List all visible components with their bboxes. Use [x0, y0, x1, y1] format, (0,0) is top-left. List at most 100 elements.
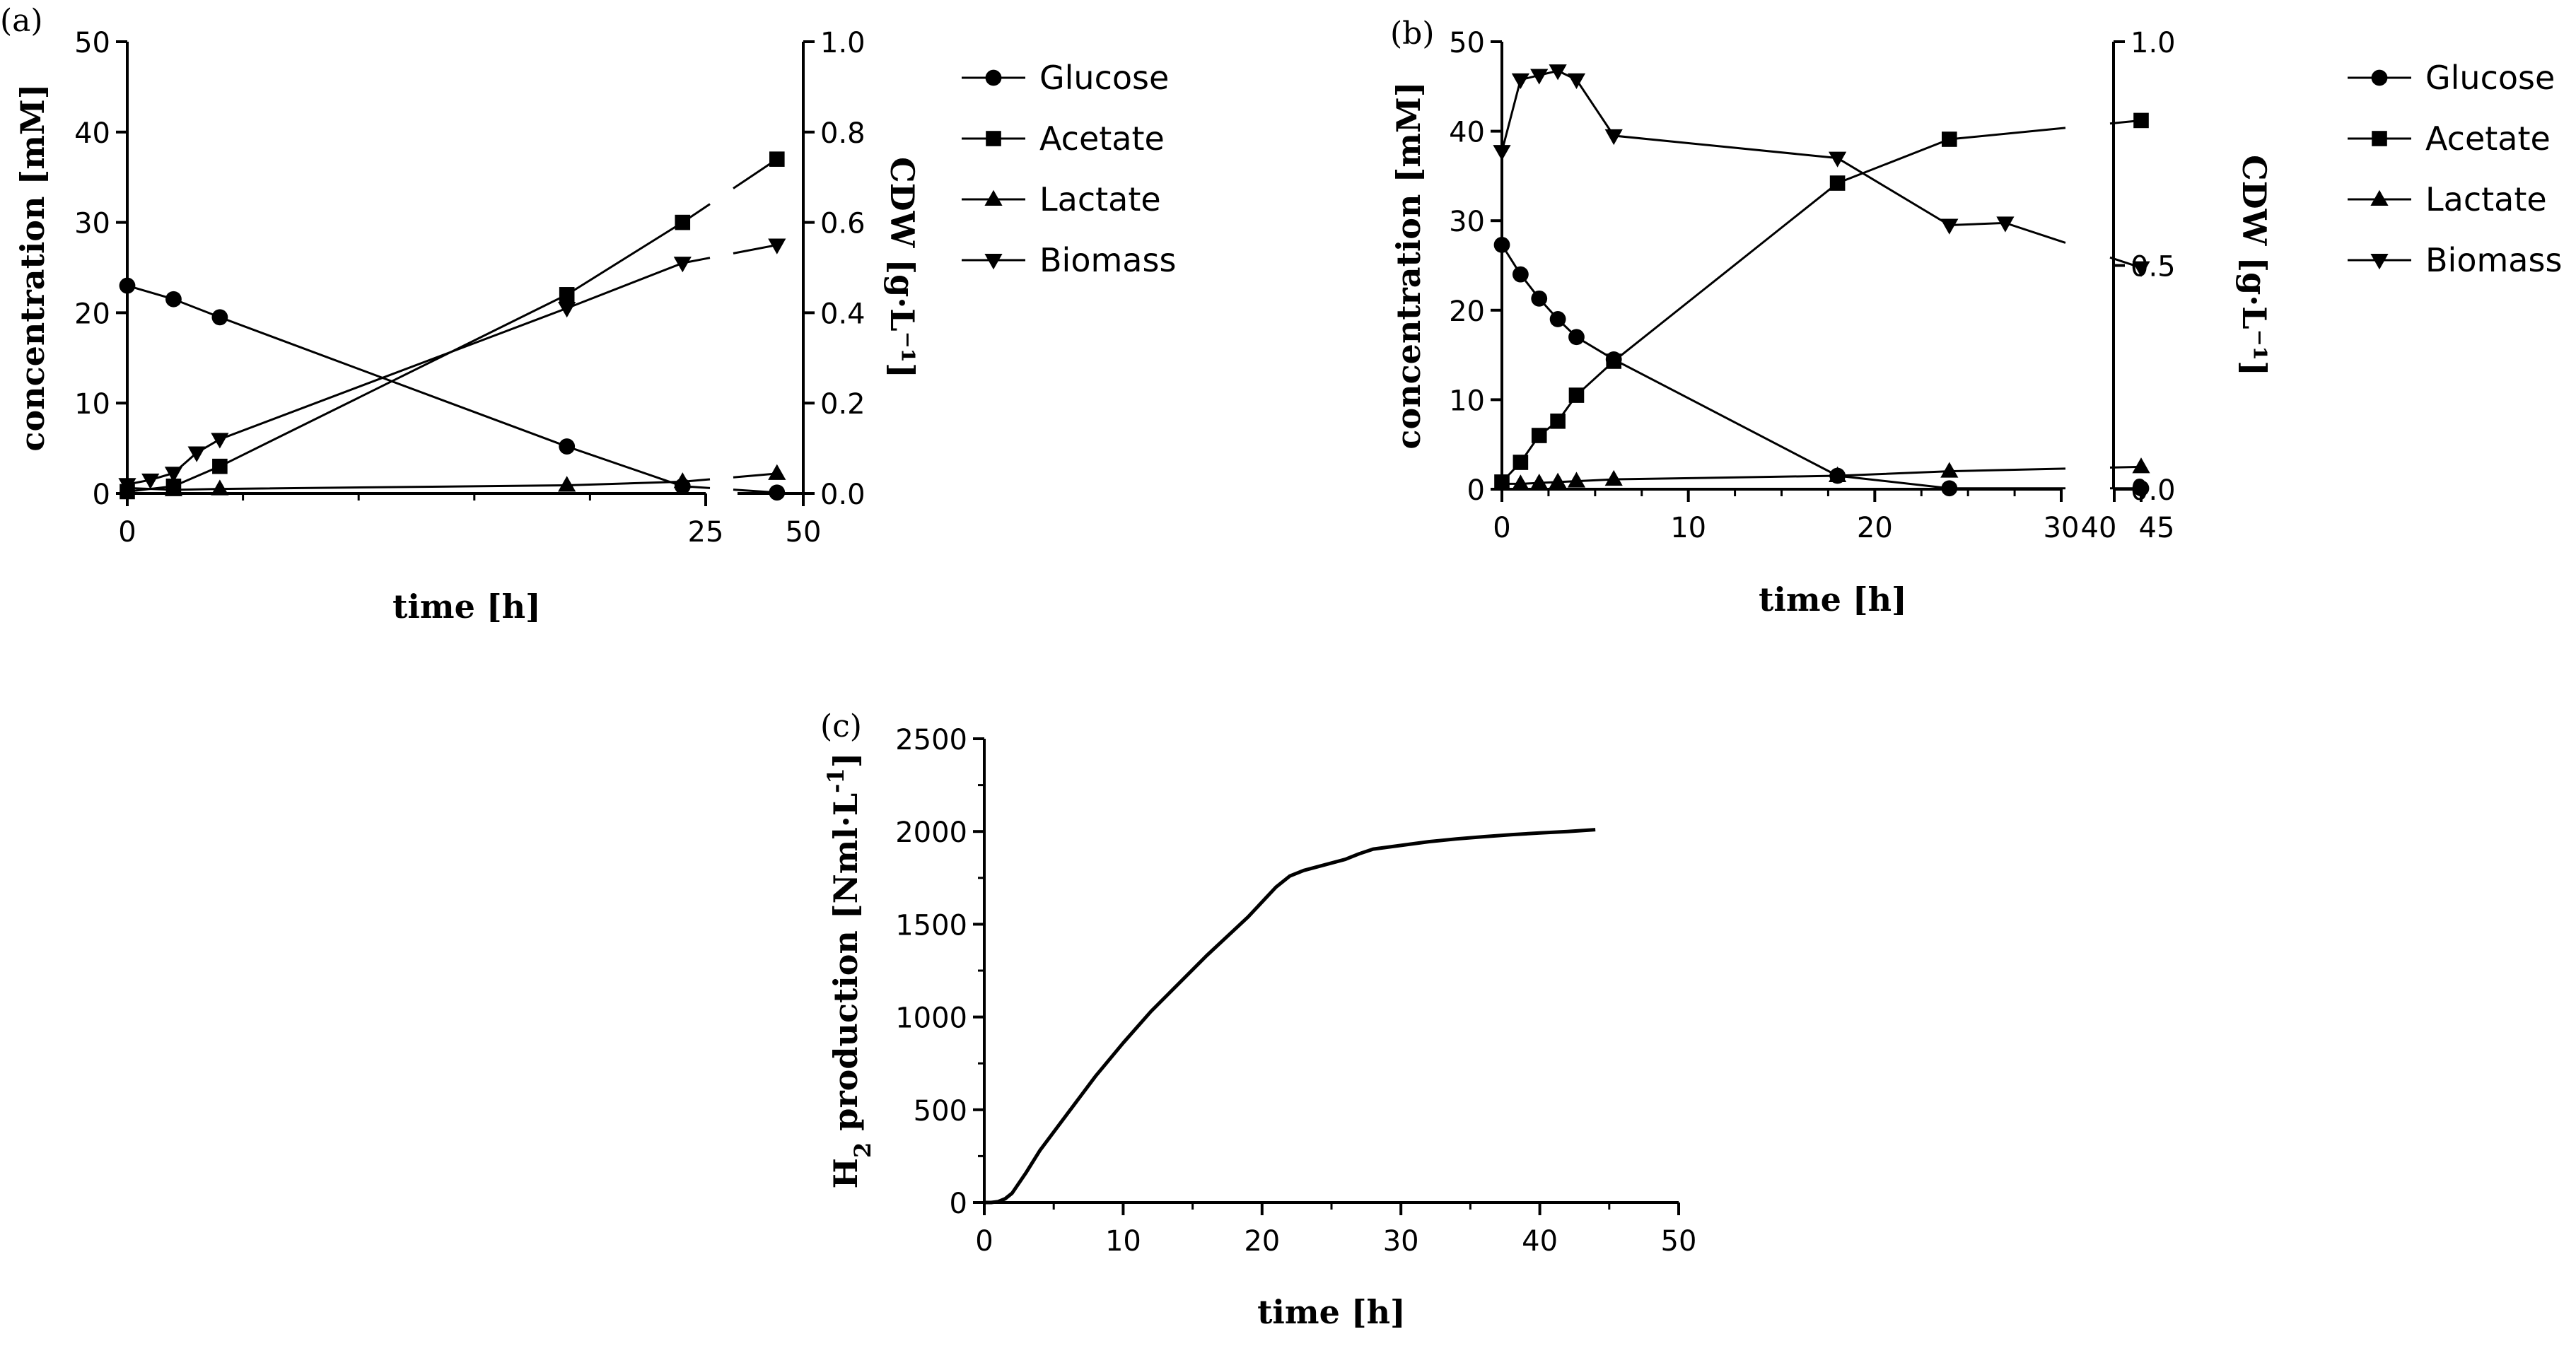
data-point — [673, 472, 692, 488]
x-tick-label: 0 — [975, 1225, 993, 1258]
y-tick-label: 50 — [1449, 27, 1485, 59]
data-point — [211, 309, 228, 326]
x-axis-title: time [h] — [392, 587, 541, 626]
legend-marker — [2370, 189, 2389, 206]
y-tick-label: 10 — [74, 388, 110, 421]
series-line — [1502, 470, 1950, 485]
series-line — [1949, 127, 2066, 141]
y2-axis-title: CDW [g·L⁻¹] — [883, 157, 921, 378]
panel-label: (c) — [820, 708, 862, 744]
legend-item-biomass: Biomass — [962, 241, 1176, 279]
data-point — [1531, 428, 1547, 443]
legend-label: Acetate — [1039, 119, 1165, 158]
data-point — [768, 238, 786, 254]
series-line — [2005, 221, 2066, 244]
y-tick-label: 0 — [950, 1188, 967, 1220]
series-biomass — [118, 238, 786, 494]
y-tick-label: 30 — [74, 208, 110, 240]
series-lactate — [1493, 457, 2150, 491]
y-tick-label: 1500 — [895, 909, 967, 942]
data-point — [1942, 131, 1957, 147]
y-title-rest: production [Nml·L — [827, 793, 865, 1142]
data-point — [1941, 480, 1958, 497]
data-point — [1493, 236, 1510, 253]
x-tick-label: 30 — [2044, 512, 2080, 544]
series-lactate — [118, 464, 786, 496]
data-point — [119, 277, 136, 294]
data-point — [211, 479, 229, 496]
data-point — [768, 464, 786, 480]
data-point — [118, 478, 136, 494]
x-tick-label: 20 — [1857, 512, 1893, 544]
y2-tick-label: 0.2 — [820, 388, 866, 421]
data-point — [1567, 73, 1586, 90]
x-tick-label: 40 — [1522, 1225, 1558, 1258]
y-title-main: H — [827, 1158, 865, 1188]
y2-tick-label: 1.0 — [2131, 27, 2176, 59]
x-axis-title: time [h] — [1759, 580, 1907, 619]
data-point — [187, 446, 206, 462]
panel-a: (a) 0 10 20 30 40 50 0.0 0.2 0.4 0.6 0.8 1.0 0 25 50 tim… — [0, 3, 1176, 626]
y2-tick-label: 0.8 — [820, 117, 866, 150]
data-point — [559, 438, 576, 455]
panel-label: (a) — [0, 3, 43, 39]
y-tick-label: 2500 — [895, 724, 967, 756]
data-point — [164, 480, 183, 496]
data-point — [211, 433, 229, 449]
y-axis-title: concentration [mM] — [1389, 81, 1428, 449]
legend-label: Acetate — [2425, 119, 2551, 158]
legend-item-glucose: Glucose — [2348, 59, 2555, 97]
x-tick-label: 20 — [1244, 1225, 1280, 1258]
y-axis-title: concentration [mM] — [13, 83, 52, 451]
data-point — [1549, 64, 1567, 81]
data-point — [1604, 129, 1623, 146]
series-line — [127, 480, 683, 491]
x-tick-label: 25 — [688, 516, 724, 549]
data-point — [1530, 69, 1549, 85]
data-point — [559, 287, 575, 303]
y-tick-label: 20 — [1449, 295, 1485, 328]
data-point — [2133, 480, 2150, 497]
data-point — [1568, 387, 1585, 403]
x-tick-label: 0 — [1493, 512, 1510, 544]
data-point — [141, 473, 160, 490]
y-tick-label: 20 — [74, 298, 110, 330]
series-line — [1949, 467, 2066, 473]
data-point — [1829, 466, 1847, 483]
series-line — [127, 221, 684, 493]
data-point — [769, 484, 786, 501]
legend-label: Glucose — [2425, 59, 2555, 97]
legend-marker — [984, 254, 1003, 270]
data-point — [1604, 469, 1623, 486]
data-point — [1940, 462, 1959, 478]
legend-marker — [2372, 131, 2387, 146]
data-point — [1513, 455, 1529, 470]
x-tick-label: 10 — [1105, 1225, 1141, 1258]
data-point — [673, 257, 692, 273]
series-line — [1500, 244, 1950, 490]
data-point — [165, 291, 182, 308]
y-tick-label: 30 — [1449, 206, 1485, 238]
x-tick-label: 50 — [786, 516, 822, 549]
data-point — [1511, 73, 1529, 90]
y2-axis-title: CDW [g·L⁻¹] — [2235, 155, 2273, 376]
data-point — [1549, 311, 1566, 327]
legend-marker — [2370, 254, 2389, 270]
data-point — [212, 458, 228, 474]
x-axis-title: time [h] — [1257, 1293, 1406, 1331]
y-tick-label: 1000 — [895, 1002, 967, 1035]
series-biomass — [1493, 64, 2150, 277]
y2-tick-label: 1.0 — [820, 27, 866, 59]
y-tick-label: 2000 — [895, 817, 967, 849]
legend-item-lactate: Lactate — [962, 180, 1161, 218]
x-tick-label: 10 — [1670, 512, 1706, 544]
legend-item-glucose: Glucose — [962, 59, 1169, 97]
series-line — [733, 472, 777, 479]
y-tick-label: 500 — [914, 1095, 967, 1128]
legend-item-biomass: Biomass — [2348, 241, 2562, 279]
x-tick-label: 45 — [2139, 512, 2175, 544]
y-title-sub: 2 — [849, 1142, 876, 1158]
y-tick-label: 0 — [93, 479, 110, 511]
legend-label: Glucose — [1039, 59, 1169, 97]
